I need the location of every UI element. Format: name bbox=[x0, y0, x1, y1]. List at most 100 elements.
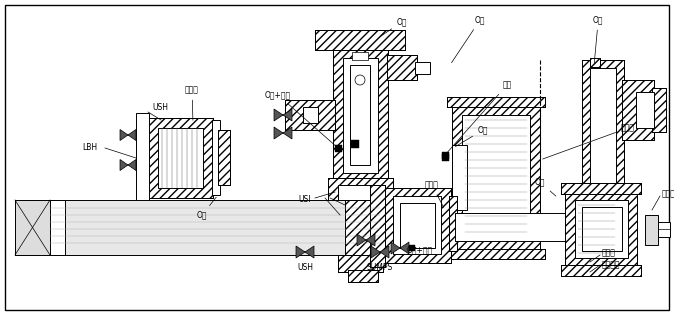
Bar bbox=[333, 50, 388, 180]
Bar bbox=[338, 252, 383, 272]
Bar bbox=[645, 215, 658, 245]
Polygon shape bbox=[120, 159, 136, 170]
Text: 白垫: 白垫 bbox=[447, 81, 512, 153]
Bar bbox=[565, 192, 637, 267]
Bar bbox=[334, 145, 342, 152]
Polygon shape bbox=[296, 246, 314, 258]
Circle shape bbox=[355, 75, 365, 85]
Bar bbox=[449, 196, 457, 251]
Bar bbox=[315, 30, 405, 50]
Polygon shape bbox=[357, 234, 375, 246]
Bar bbox=[622, 80, 654, 140]
Bar bbox=[218, 130, 230, 185]
Bar bbox=[345, 200, 383, 255]
Bar bbox=[15, 200, 50, 255]
Bar bbox=[452, 105, 540, 250]
Bar bbox=[285, 100, 335, 130]
Bar bbox=[338, 252, 383, 272]
Bar bbox=[158, 128, 203, 188]
Text: USH: USH bbox=[152, 102, 168, 112]
Bar bbox=[338, 185, 383, 247]
Bar bbox=[590, 58, 600, 67]
Polygon shape bbox=[274, 127, 292, 139]
Bar bbox=[452, 145, 467, 210]
Bar bbox=[387, 55, 417, 80]
Text: O圈: O圈 bbox=[380, 18, 407, 37]
Polygon shape bbox=[274, 109, 292, 121]
Text: O圈: O圈 bbox=[456, 125, 488, 146]
Text: 导向环: 导向环 bbox=[425, 180, 443, 208]
Bar bbox=[148, 118, 213, 198]
Text: O圈: O圈 bbox=[593, 15, 603, 63]
Bar bbox=[441, 152, 448, 158]
Bar bbox=[15, 200, 380, 255]
Bar bbox=[328, 178, 393, 253]
Bar bbox=[622, 80, 654, 140]
Bar bbox=[383, 188, 451, 263]
Text: 导向环: 导向环 bbox=[602, 249, 616, 257]
Bar bbox=[350, 65, 370, 165]
Bar bbox=[441, 153, 448, 161]
Text: O圈: O圈 bbox=[197, 197, 216, 220]
Bar bbox=[447, 249, 545, 259]
Polygon shape bbox=[371, 246, 389, 258]
Bar bbox=[636, 92, 654, 128]
Text: 导向环: 导向环 bbox=[185, 85, 199, 120]
Bar bbox=[328, 178, 393, 253]
Bar bbox=[136, 113, 149, 203]
Bar bbox=[455, 213, 570, 241]
Bar bbox=[383, 188, 451, 263]
Bar bbox=[462, 115, 530, 240]
Bar bbox=[285, 100, 335, 130]
Bar bbox=[582, 207, 622, 251]
Bar bbox=[582, 60, 624, 190]
Bar bbox=[148, 118, 213, 198]
Bar bbox=[218, 130, 230, 185]
Bar bbox=[315, 30, 405, 50]
Polygon shape bbox=[391, 242, 409, 254]
Text: O圈+白垫: O圈+白垫 bbox=[265, 90, 336, 146]
Text: SUMPS: SUMPS bbox=[367, 262, 393, 272]
Bar bbox=[652, 88, 666, 132]
Bar bbox=[343, 58, 378, 173]
Bar bbox=[652, 88, 666, 132]
Bar bbox=[590, 68, 616, 183]
Text: O圈: O圈 bbox=[452, 15, 485, 63]
Bar bbox=[452, 105, 540, 250]
Bar bbox=[352, 52, 368, 60]
Bar bbox=[447, 249, 545, 259]
Bar bbox=[393, 196, 441, 254]
Bar bbox=[370, 185, 385, 267]
Bar bbox=[447, 97, 545, 107]
Bar bbox=[387, 55, 417, 80]
Text: 缓冲柱塞: 缓冲柱塞 bbox=[662, 190, 674, 198]
Bar bbox=[561, 265, 641, 276]
Bar bbox=[348, 270, 378, 282]
Bar bbox=[658, 222, 670, 237]
Text: 缓冲圈: 缓冲圈 bbox=[543, 123, 635, 159]
Bar bbox=[575, 200, 628, 258]
Bar bbox=[380, 213, 408, 241]
Bar bbox=[447, 97, 545, 107]
Bar bbox=[348, 270, 378, 282]
Bar bbox=[333, 50, 388, 180]
Text: LBH: LBH bbox=[82, 144, 98, 152]
Text: O圈: O圈 bbox=[534, 177, 556, 196]
Bar bbox=[590, 58, 600, 67]
Bar bbox=[582, 60, 624, 190]
Bar bbox=[565, 192, 637, 267]
Text: USI: USI bbox=[299, 196, 311, 204]
Text: O圈+白垫: O圈+白垫 bbox=[407, 245, 433, 255]
Bar bbox=[345, 200, 383, 255]
Bar bbox=[561, 183, 641, 194]
Text: 气封平垫: 气封平垫 bbox=[602, 261, 621, 270]
Polygon shape bbox=[120, 129, 136, 140]
Bar bbox=[351, 140, 359, 148]
Bar bbox=[303, 107, 318, 123]
Bar bbox=[212, 120, 220, 195]
Bar bbox=[400, 203, 435, 248]
Bar bbox=[409, 245, 415, 251]
Bar bbox=[561, 265, 641, 276]
Bar bbox=[449, 196, 457, 251]
Bar bbox=[415, 62, 430, 74]
